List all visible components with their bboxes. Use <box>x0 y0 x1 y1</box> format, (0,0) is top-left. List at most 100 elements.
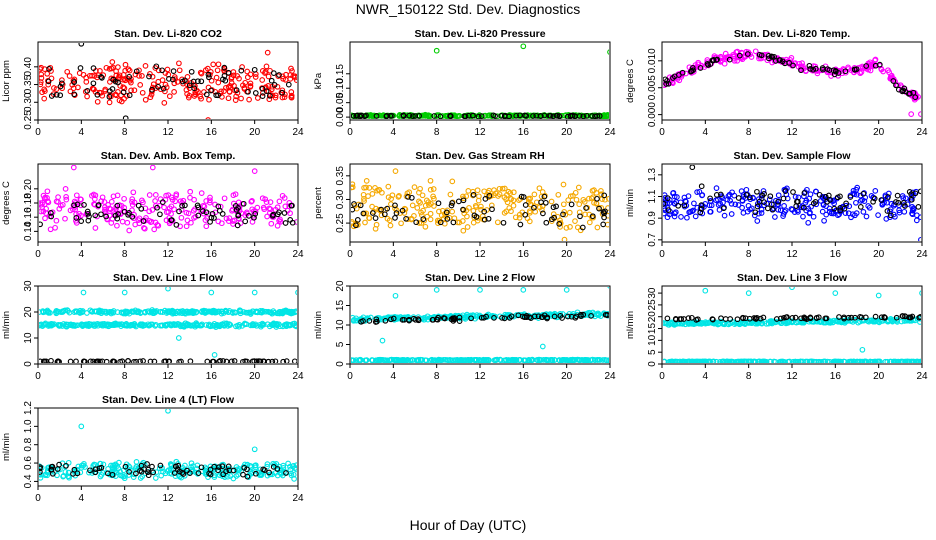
data-point <box>430 186 437 192</box>
x-tick-label: 8 <box>122 127 128 138</box>
data-point <box>665 207 672 213</box>
data-point <box>114 192 121 199</box>
data-point <box>204 358 211 363</box>
data-point <box>81 202 87 208</box>
data-point <box>589 113 595 119</box>
data-point <box>788 55 795 61</box>
data-point <box>110 64 116 71</box>
data-point <box>501 185 508 192</box>
x-tick-label: 24 <box>604 249 616 260</box>
data-point <box>111 358 118 363</box>
data-point <box>894 192 901 199</box>
y-axis-label: degrees C <box>625 59 636 103</box>
data-point <box>831 200 837 207</box>
data-point <box>602 208 608 215</box>
data-point <box>470 188 476 195</box>
data-point <box>906 314 912 321</box>
x-tick-label: 24 <box>292 249 304 260</box>
data-point <box>39 81 44 88</box>
data-point <box>251 446 258 453</box>
x-tick-label: 12 <box>474 249 486 260</box>
data-point <box>598 188 604 194</box>
data-point <box>132 465 139 472</box>
data-point <box>126 210 132 216</box>
data-point <box>482 196 489 202</box>
data-point <box>165 287 171 292</box>
data-point <box>92 466 99 473</box>
data-point <box>173 222 180 228</box>
data-point <box>123 93 130 99</box>
data-point <box>501 210 508 216</box>
data-point <box>121 289 128 296</box>
data-point <box>268 220 275 227</box>
data-point <box>145 472 152 479</box>
data-point <box>45 78 52 85</box>
chart-svg: Stan. Dev. Line 4 (LT) Flow ml/min 0.4 0.6 0… <box>1 394 304 504</box>
data-point <box>288 92 295 99</box>
data-point <box>119 358 126 363</box>
data-point <box>183 322 189 328</box>
data-point <box>173 322 180 328</box>
data-point <box>414 357 421 363</box>
data-point <box>134 308 141 315</box>
x-tick-label: 4 <box>703 127 709 138</box>
panel-title: Stan. Dev. Line 3 Flow <box>737 272 848 284</box>
data-point <box>847 194 854 200</box>
data-point <box>574 356 581 363</box>
data-point <box>244 466 250 473</box>
data-point <box>205 117 211 119</box>
x-tick-label: 8 <box>746 371 752 382</box>
data-point <box>777 207 784 214</box>
data-point <box>863 358 870 363</box>
data-point <box>431 195 437 202</box>
plot-frame <box>349 285 611 365</box>
data-point <box>567 357 573 363</box>
data-point <box>169 307 176 314</box>
data-point <box>176 359 183 363</box>
y-tick-label: 0.05 <box>335 92 346 112</box>
data-point <box>580 311 587 318</box>
data-point <box>279 308 286 315</box>
data-point <box>678 316 685 322</box>
data-point <box>233 87 240 93</box>
x-tick-label: 16 <box>830 249 842 260</box>
data-point <box>790 189 796 195</box>
data-point <box>264 461 271 467</box>
y-tick-label: 10 <box>23 332 34 344</box>
data-point <box>252 470 259 477</box>
data-point <box>185 210 192 217</box>
data-point <box>691 321 697 328</box>
data-point <box>71 202 77 209</box>
data-point <box>919 290 921 296</box>
data-point <box>557 219 564 226</box>
panel-title: Stan. Dev. Line 2 Flow <box>425 272 536 284</box>
data-point <box>890 78 897 84</box>
data-point <box>211 472 218 479</box>
data-point <box>39 474 44 481</box>
data-point <box>210 358 217 363</box>
data-point <box>820 202 827 208</box>
data-point <box>721 212 728 219</box>
x-tick-label: 0 <box>659 371 665 382</box>
x-tick-label: 0 <box>347 371 353 382</box>
data-point <box>252 90 259 96</box>
data-point <box>263 88 270 94</box>
data-point <box>259 85 266 92</box>
data-point <box>137 475 144 481</box>
data-point <box>909 358 916 363</box>
data-point <box>191 215 197 221</box>
data-point <box>672 209 679 216</box>
data-point <box>494 219 501 226</box>
data-point <box>39 201 44 208</box>
data-point <box>244 74 251 81</box>
x-tick-label: 12 <box>474 371 486 382</box>
y-tick-label: 0.15 <box>335 64 346 84</box>
data-point <box>845 317 852 324</box>
chart-panel: Stan. Dev. Li-820 CO2 Licor ppm 0.25 0.30 0.… <box>0 24 312 146</box>
data-point <box>917 214 921 221</box>
data-point <box>498 113 505 119</box>
data-point <box>444 216 451 222</box>
data-point <box>425 199 432 205</box>
chart-panel: Stan. Dev. Line 2 Flow ml/min 0 5 10 15 20 0 4 8 1… <box>312 268 624 390</box>
data-point <box>189 308 196 314</box>
